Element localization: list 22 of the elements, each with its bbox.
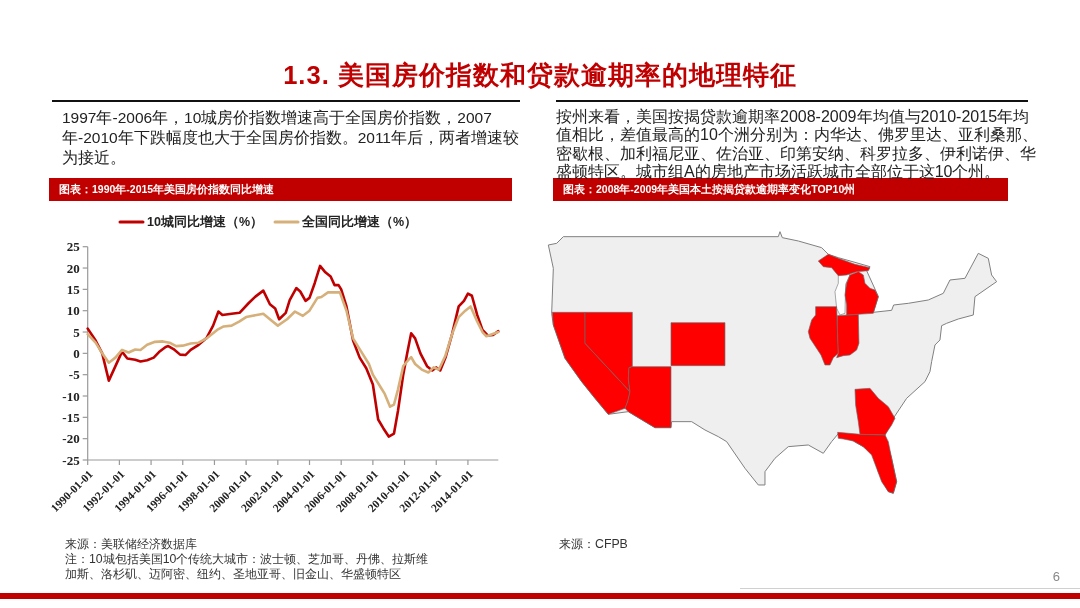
y-tick-label: 20 bbox=[66, 260, 80, 276]
y-tick-label: 25 bbox=[66, 239, 81, 255]
chart-title: 图表：1990年-2015年美国房价指数同比增速 bbox=[49, 178, 512, 201]
text: 1997年-2006年，10城房价指数增速高于全国房价指数，2007年-2010年下跌幅度也大于全国房价指数。2011年后，两者增速较为接近。 bbox=[62, 108, 520, 168]
legend-label: 10城同比增速（%） bbox=[147, 215, 264, 229]
y-tick-label: 10 bbox=[66, 303, 80, 319]
text: 按州来看，美国按揭贷款逾期率2008-2009年均值与2010-2015年均值相比，差值最高的10个洲分别为：内华达、佛罗里达、亚利桑那、密歇根、加利福尼亚、佐治亚、印第安纳、科罗拉多、伊利诺伊、华盛顿特区。城市组A的房地产市场活跃城市全部位于这10个州。 bbox=[556, 108, 1039, 182]
y-tick-label: 0 bbox=[73, 345, 80, 361]
y-tick-label: -15 bbox=[62, 409, 81, 425]
text: 图表：2008年-2009年美国本土按揭贷款逾期率变化TOP10州 bbox=[563, 183, 856, 195]
legend-label: 全国同比增速（%） bbox=[301, 215, 418, 229]
y-tick-label: -20 bbox=[62, 431, 80, 447]
y-tick-label: -25 bbox=[62, 452, 81, 468]
source-note: 来源：CFPB bbox=[559, 537, 629, 552]
y-tick-label: -10 bbox=[62, 388, 80, 404]
y-tick-label: 5 bbox=[73, 324, 81, 340]
text: 1.3. 美国房价指数和贷款逾期率的地理特征 bbox=[282, 60, 798, 91]
text: 6 bbox=[1051, 569, 1060, 584]
source-note: 来源：美联储经济数据库 bbox=[65, 537, 198, 552]
y-tick-label: -5 bbox=[68, 367, 81, 383]
text: 注：10城包括美国10个传统大城市：波士顿、芝加哥、丹佛、拉斯维加斯、洛杉矶、迈阿密、纽约、圣地亚哥、旧金山、华盛顿特区 bbox=[65, 552, 430, 582]
y-tick-label: 15 bbox=[66, 281, 81, 297]
